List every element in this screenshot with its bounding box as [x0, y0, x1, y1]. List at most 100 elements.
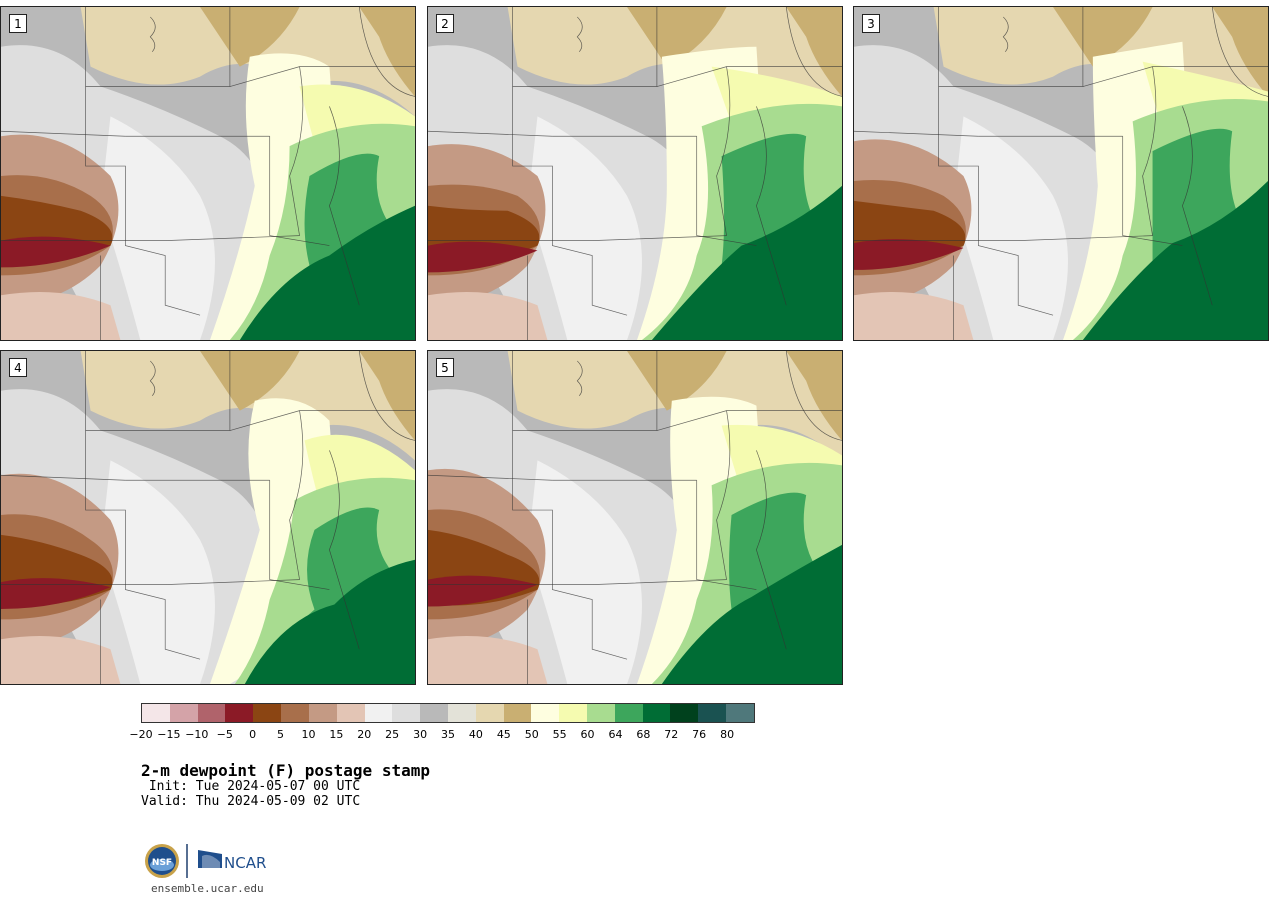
colorbar-swatch — [531, 704, 560, 722]
dewpoint-region — [651, 185, 842, 340]
state-border — [576, 16, 583, 52]
colorbar-swatch — [447, 704, 476, 722]
dewpoint-region — [661, 544, 842, 684]
colorbar-swatch — [308, 704, 337, 722]
state-border — [358, 7, 415, 97]
valid-time: Valid: Thu 2024-05-09 02 UTC — [141, 794, 361, 809]
state-border — [1211, 7, 1268, 97]
colorbar-tick-label: 80 — [720, 728, 735, 741]
dewpoint-region — [428, 635, 548, 684]
state-border — [428, 235, 727, 241]
colorbar-tick-label: −5 — [216, 728, 233, 741]
colorbar-swatch — [336, 704, 365, 722]
panel-number: 5 — [436, 358, 454, 377]
state-border — [85, 351, 231, 431]
state-border — [756, 450, 787, 650]
dewpoint-map — [1, 351, 415, 684]
dewpoint-region — [1082, 180, 1268, 340]
panel-number: 4 — [9, 358, 27, 377]
state-border — [512, 7, 628, 316]
state-border — [785, 7, 842, 97]
dewpoint-region — [428, 241, 538, 273]
colorbar-swatch — [253, 704, 282, 722]
state-border — [854, 130, 979, 137]
colorbar-tick-label: −10 — [185, 728, 209, 741]
state-border — [512, 351, 628, 660]
state-border — [269, 480, 330, 590]
colorbar-tick-label: −20 — [129, 728, 153, 741]
figure-title: 2-m dewpoint (F) postage stamp — [141, 761, 430, 780]
panel-number: 2 — [436, 14, 454, 33]
colorbar-tick-label: 64 — [608, 728, 623, 741]
dewpoint-region — [527, 460, 642, 684]
colorbar-tick-label: 20 — [357, 728, 372, 741]
colorbar-swatch — [392, 704, 421, 722]
dewpoint-region — [209, 53, 340, 340]
colorbar-swatch — [142, 704, 170, 722]
state-border — [1, 579, 300, 585]
state-border — [428, 474, 553, 481]
map-panel-5: 5 — [427, 350, 843, 685]
dewpoint-map — [428, 351, 842, 684]
colorbar-tick-label: 72 — [664, 728, 679, 741]
dewpoint-region — [244, 559, 415, 684]
colorbar-swatch — [364, 704, 393, 722]
dewpoint-region — [100, 460, 215, 684]
state-border — [85, 7, 201, 316]
state-border — [938, 7, 1054, 316]
dewpoint-region — [1, 236, 111, 268]
dewpoint-map — [428, 7, 842, 340]
state-border — [149, 16, 156, 52]
colorbar-swatch — [420, 704, 448, 722]
state-border — [512, 351, 658, 431]
state-border — [756, 106, 787, 306]
dewpoint-region — [527, 116, 642, 340]
state-border — [1122, 136, 1183, 246]
colorbar-tick-label: 30 — [413, 728, 428, 741]
colorbar-tick-label: 68 — [636, 728, 651, 741]
colorbar-swatch — [670, 704, 699, 722]
logos: NSF NCAR — [144, 842, 274, 882]
dewpoint-region — [428, 291, 548, 340]
state-border — [289, 66, 304, 236]
state-border — [1, 235, 300, 241]
colorbar-tick-label: 15 — [329, 728, 344, 741]
dewpoint-region — [786, 7, 842, 97]
colorbar-swatch — [475, 704, 504, 722]
state-border — [1002, 16, 1009, 52]
dewpoint-region — [627, 351, 727, 411]
colorbar-swatch — [587, 704, 615, 722]
state-border — [428, 130, 553, 137]
state-border — [1, 474, 126, 481]
dewpoint-region — [359, 7, 415, 97]
dewpoint-region — [786, 351, 842, 441]
website-link[interactable]: ensemble.ucar.edu — [151, 882, 264, 895]
colorbar-swatch — [726, 704, 754, 722]
colorbar-tick-label: 5 — [277, 728, 285, 741]
svg-text:NSF: NSF — [152, 858, 172, 868]
colorbar-swatch — [642, 704, 671, 722]
colorbar-tick-label: 40 — [468, 728, 483, 741]
dewpoint-region — [200, 7, 300, 67]
colorbar-tick-label: 25 — [385, 728, 400, 741]
ncar-logo-icon: NCAR — [198, 850, 266, 872]
state-border — [1182, 106, 1213, 306]
colorbar-swatch — [169, 704, 198, 722]
state-border — [269, 136, 330, 246]
state-border — [289, 410, 304, 580]
colorbar-tick-label: 35 — [441, 728, 455, 741]
dewpoint-region — [1, 635, 121, 684]
colorbar-swatch — [559, 704, 587, 722]
colorbar-tick-label: 76 — [692, 728, 707, 741]
state-border — [696, 480, 757, 590]
panel-number: 3 — [862, 14, 880, 33]
state-border — [785, 351, 842, 441]
colorbar — [141, 703, 755, 723]
dewpoint-region — [854, 291, 974, 340]
colorbar-ticks: −20 −15 −10 −5 0 5 10 15 20 25 30 35 40 45 50 55 60 64 68 7… — [129, 728, 755, 742]
dewpoint-region — [1212, 7, 1268, 97]
dewpoint-region — [359, 351, 415, 441]
dewpoint-region — [854, 239, 964, 270]
colorbar-swatch — [503, 704, 532, 722]
colorbar-tick-label: −15 — [157, 728, 181, 741]
